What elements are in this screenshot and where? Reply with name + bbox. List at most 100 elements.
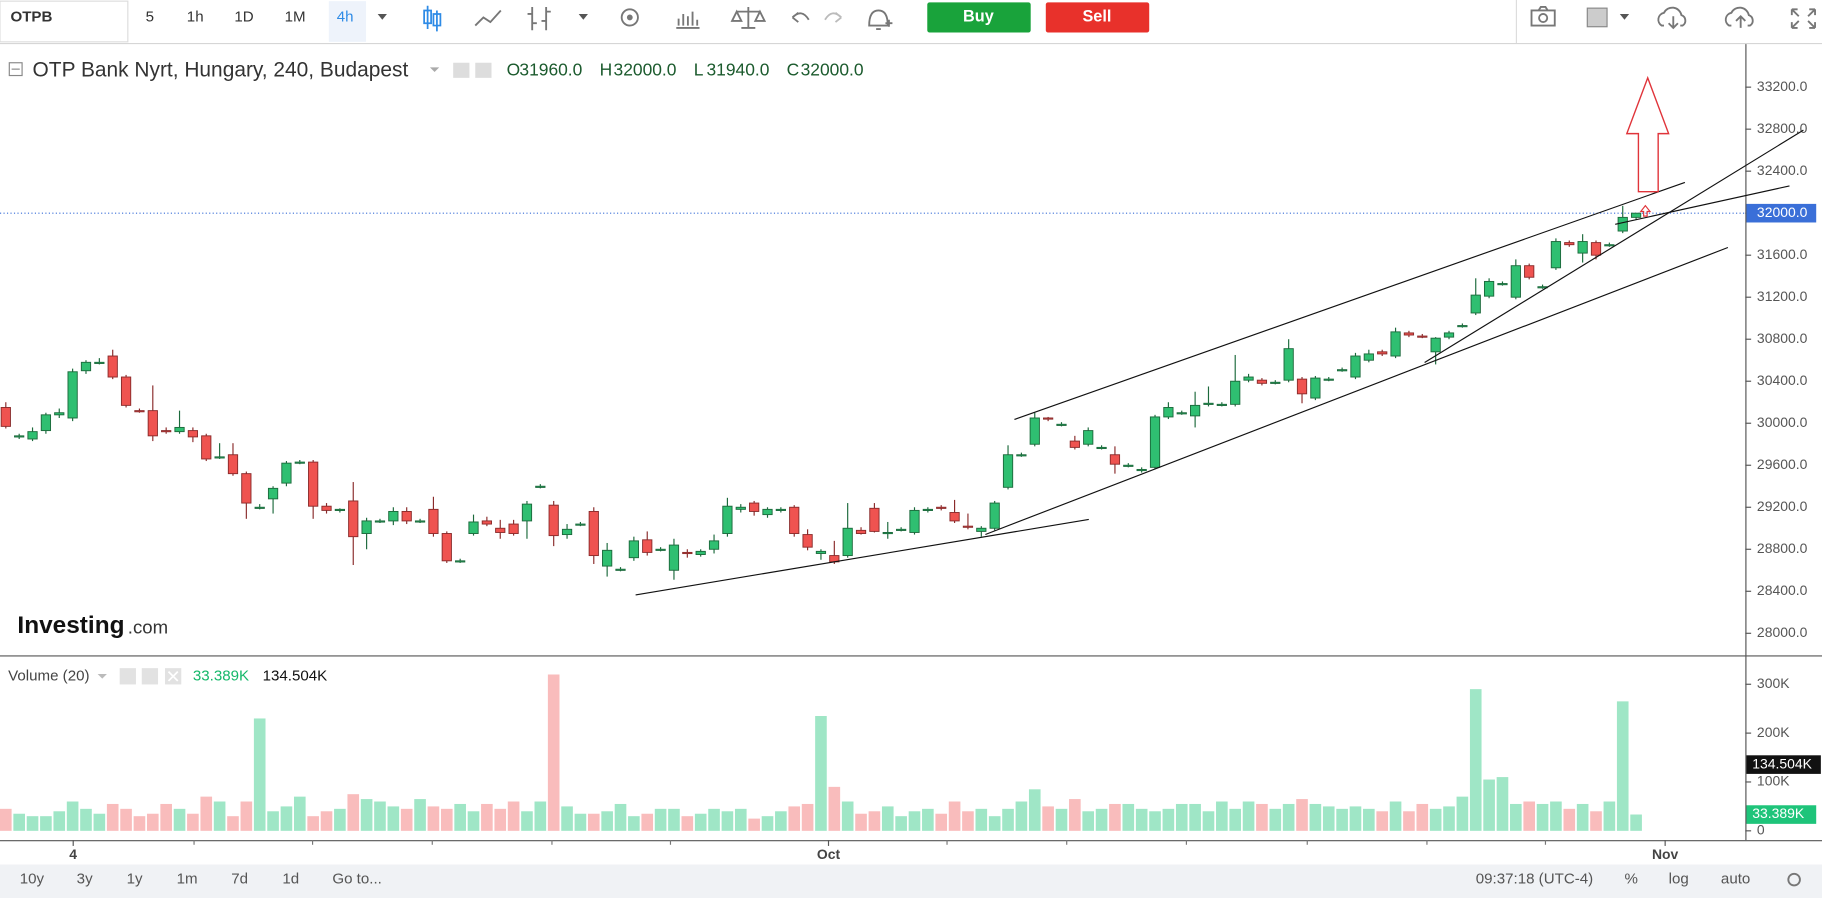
volume-bar: [173, 808, 186, 831]
interval[interactable]: 1h: [187, 8, 204, 25]
legend-title: OTP Bank Nyrt, Hungary, 240, Budapest: [33, 58, 409, 81]
candle-body: [321, 505, 332, 511]
percent-toggle[interactable]: %: [1624, 871, 1637, 888]
legend-dropdown[interactable]: [429, 67, 440, 73]
range-button[interactable]: 1m: [177, 871, 198, 888]
candle-body: [1203, 402, 1214, 405]
x-tick-label: Nov: [1652, 846, 1679, 862]
candle-body: [1016, 454, 1027, 457]
range-button[interactable]: 3y: [77, 871, 93, 888]
buy-button[interactable]: [927, 2, 1031, 33]
volume-bar: [815, 716, 827, 831]
volume-bar: [227, 816, 239, 831]
auto-toggle[interactable]: auto: [1721, 871, 1750, 888]
candle-body: [147, 410, 158, 437]
volume-bar: [1069, 799, 1081, 831]
range-button[interactable]: 1d: [282, 871, 299, 888]
y-tick-label: 30400.0: [1757, 372, 1808, 388]
candle-body: [361, 520, 372, 534]
volume-bar: [1135, 808, 1148, 831]
candle-body: [1176, 412, 1187, 415]
volume-bar: [895, 816, 907, 831]
range-button[interactable]: 7d: [231, 871, 248, 888]
candle-body: [241, 473, 252, 504]
x-tick-label: 4: [69, 846, 77, 862]
volume-bar: [1403, 811, 1415, 831]
volume-bar: [53, 811, 66, 831]
range-button[interactable]: 10y: [20, 871, 45, 888]
volume-tick-label: 100K: [1757, 773, 1790, 789]
volume-dropdown[interactable]: [97, 673, 107, 679]
volume-eye[interactable]: [119, 668, 136, 685]
legend-eye[interactable]: [453, 62, 470, 78]
log-toggle[interactable]: log: [1669, 871, 1689, 888]
clock: 09:37:18 (UTC-4): [1476, 871, 1593, 888]
candle-body: [1443, 332, 1455, 338]
volume-gear[interactable]: [141, 668, 159, 685]
candle-body: [535, 485, 546, 488]
y-tick-label: 30000.0: [1757, 414, 1808, 430]
symbol-box[interactable]: [0, 0, 129, 43]
dropdown-arrow[interactable]: [377, 13, 387, 20]
volume-bar: [1002, 808, 1014, 831]
legend-gear[interactable]: [475, 62, 492, 78]
volume-bar: [908, 811, 921, 831]
volume-bar: [534, 801, 547, 831]
volume-bar: [1109, 803, 1121, 831]
interval[interactable]: 5: [146, 8, 154, 25]
candle-body: [695, 550, 706, 555]
y-tick-label: 31200.0: [1757, 288, 1808, 304]
volume-bar: [1376, 811, 1389, 831]
candle-body: [1350, 355, 1361, 378]
volume-bar: [721, 811, 734, 831]
volume-bar: [1122, 803, 1135, 831]
volume-bar: [654, 808, 667, 831]
buy-label[interactable]: Buy: [963, 8, 994, 26]
candle-body: [1457, 325, 1468, 328]
sell-label[interactable]: Sell: [1082, 8, 1111, 26]
candle-body: [615, 568, 626, 571]
candle-body: [1216, 403, 1227, 406]
volume-bar: [1296, 799, 1308, 831]
volume-bar: [66, 801, 79, 831]
volume-bar: [1483, 779, 1495, 831]
candle-body: [708, 540, 720, 550]
goto-button[interactable]: Go to...: [332, 871, 382, 888]
volume-bar: [748, 818, 760, 831]
interval[interactable]: 1D: [234, 8, 253, 25]
volume-bar: [1242, 801, 1255, 831]
chart-type-icons[interactable]: [423, 5, 893, 32]
y-tick-label: 28800.0: [1757, 540, 1808, 556]
volume-bar: [106, 803, 119, 831]
volume-bar: [440, 808, 453, 831]
volume-bar: [347, 794, 360, 831]
volume-bar: [988, 816, 1001, 831]
volume-bar: [922, 808, 934, 831]
y-tick-label: 32800.0: [1757, 120, 1808, 136]
range-button[interactable]: 1y: [127, 871, 143, 888]
volume-bar: [93, 813, 106, 831]
volume-bar: [1496, 777, 1509, 831]
candle-body: [976, 527, 987, 532]
logo-suffix: .com: [128, 617, 168, 638]
symbol[interactable]: OTPB: [10, 8, 52, 25]
settings-icon[interactable]: [1787, 872, 1801, 887]
collapse-box[interactable]: [8, 62, 23, 77]
volume-bar: [481, 803, 493, 831]
candle-body: [1590, 242, 1602, 256]
candle-body: [161, 430, 172, 433]
right-tools[interactable]: [1515, 0, 1816, 43]
sell-button[interactable]: [1045, 2, 1150, 33]
volume-bar: [253, 718, 266, 831]
last-price-badge: [1746, 203, 1817, 223]
candle-body: [107, 355, 118, 378]
volume-bar: [1175, 803, 1188, 831]
candle-body: [67, 371, 78, 419]
volume-bar: [734, 808, 747, 831]
candle-body: [40, 414, 52, 432]
volume-bar: [681, 816, 694, 831]
volume-bar: [320, 811, 333, 831]
volume-bar: [360, 799, 373, 831]
interval[interactable]: 1M: [285, 8, 306, 25]
interval-active[interactable]: 4h: [337, 8, 354, 25]
